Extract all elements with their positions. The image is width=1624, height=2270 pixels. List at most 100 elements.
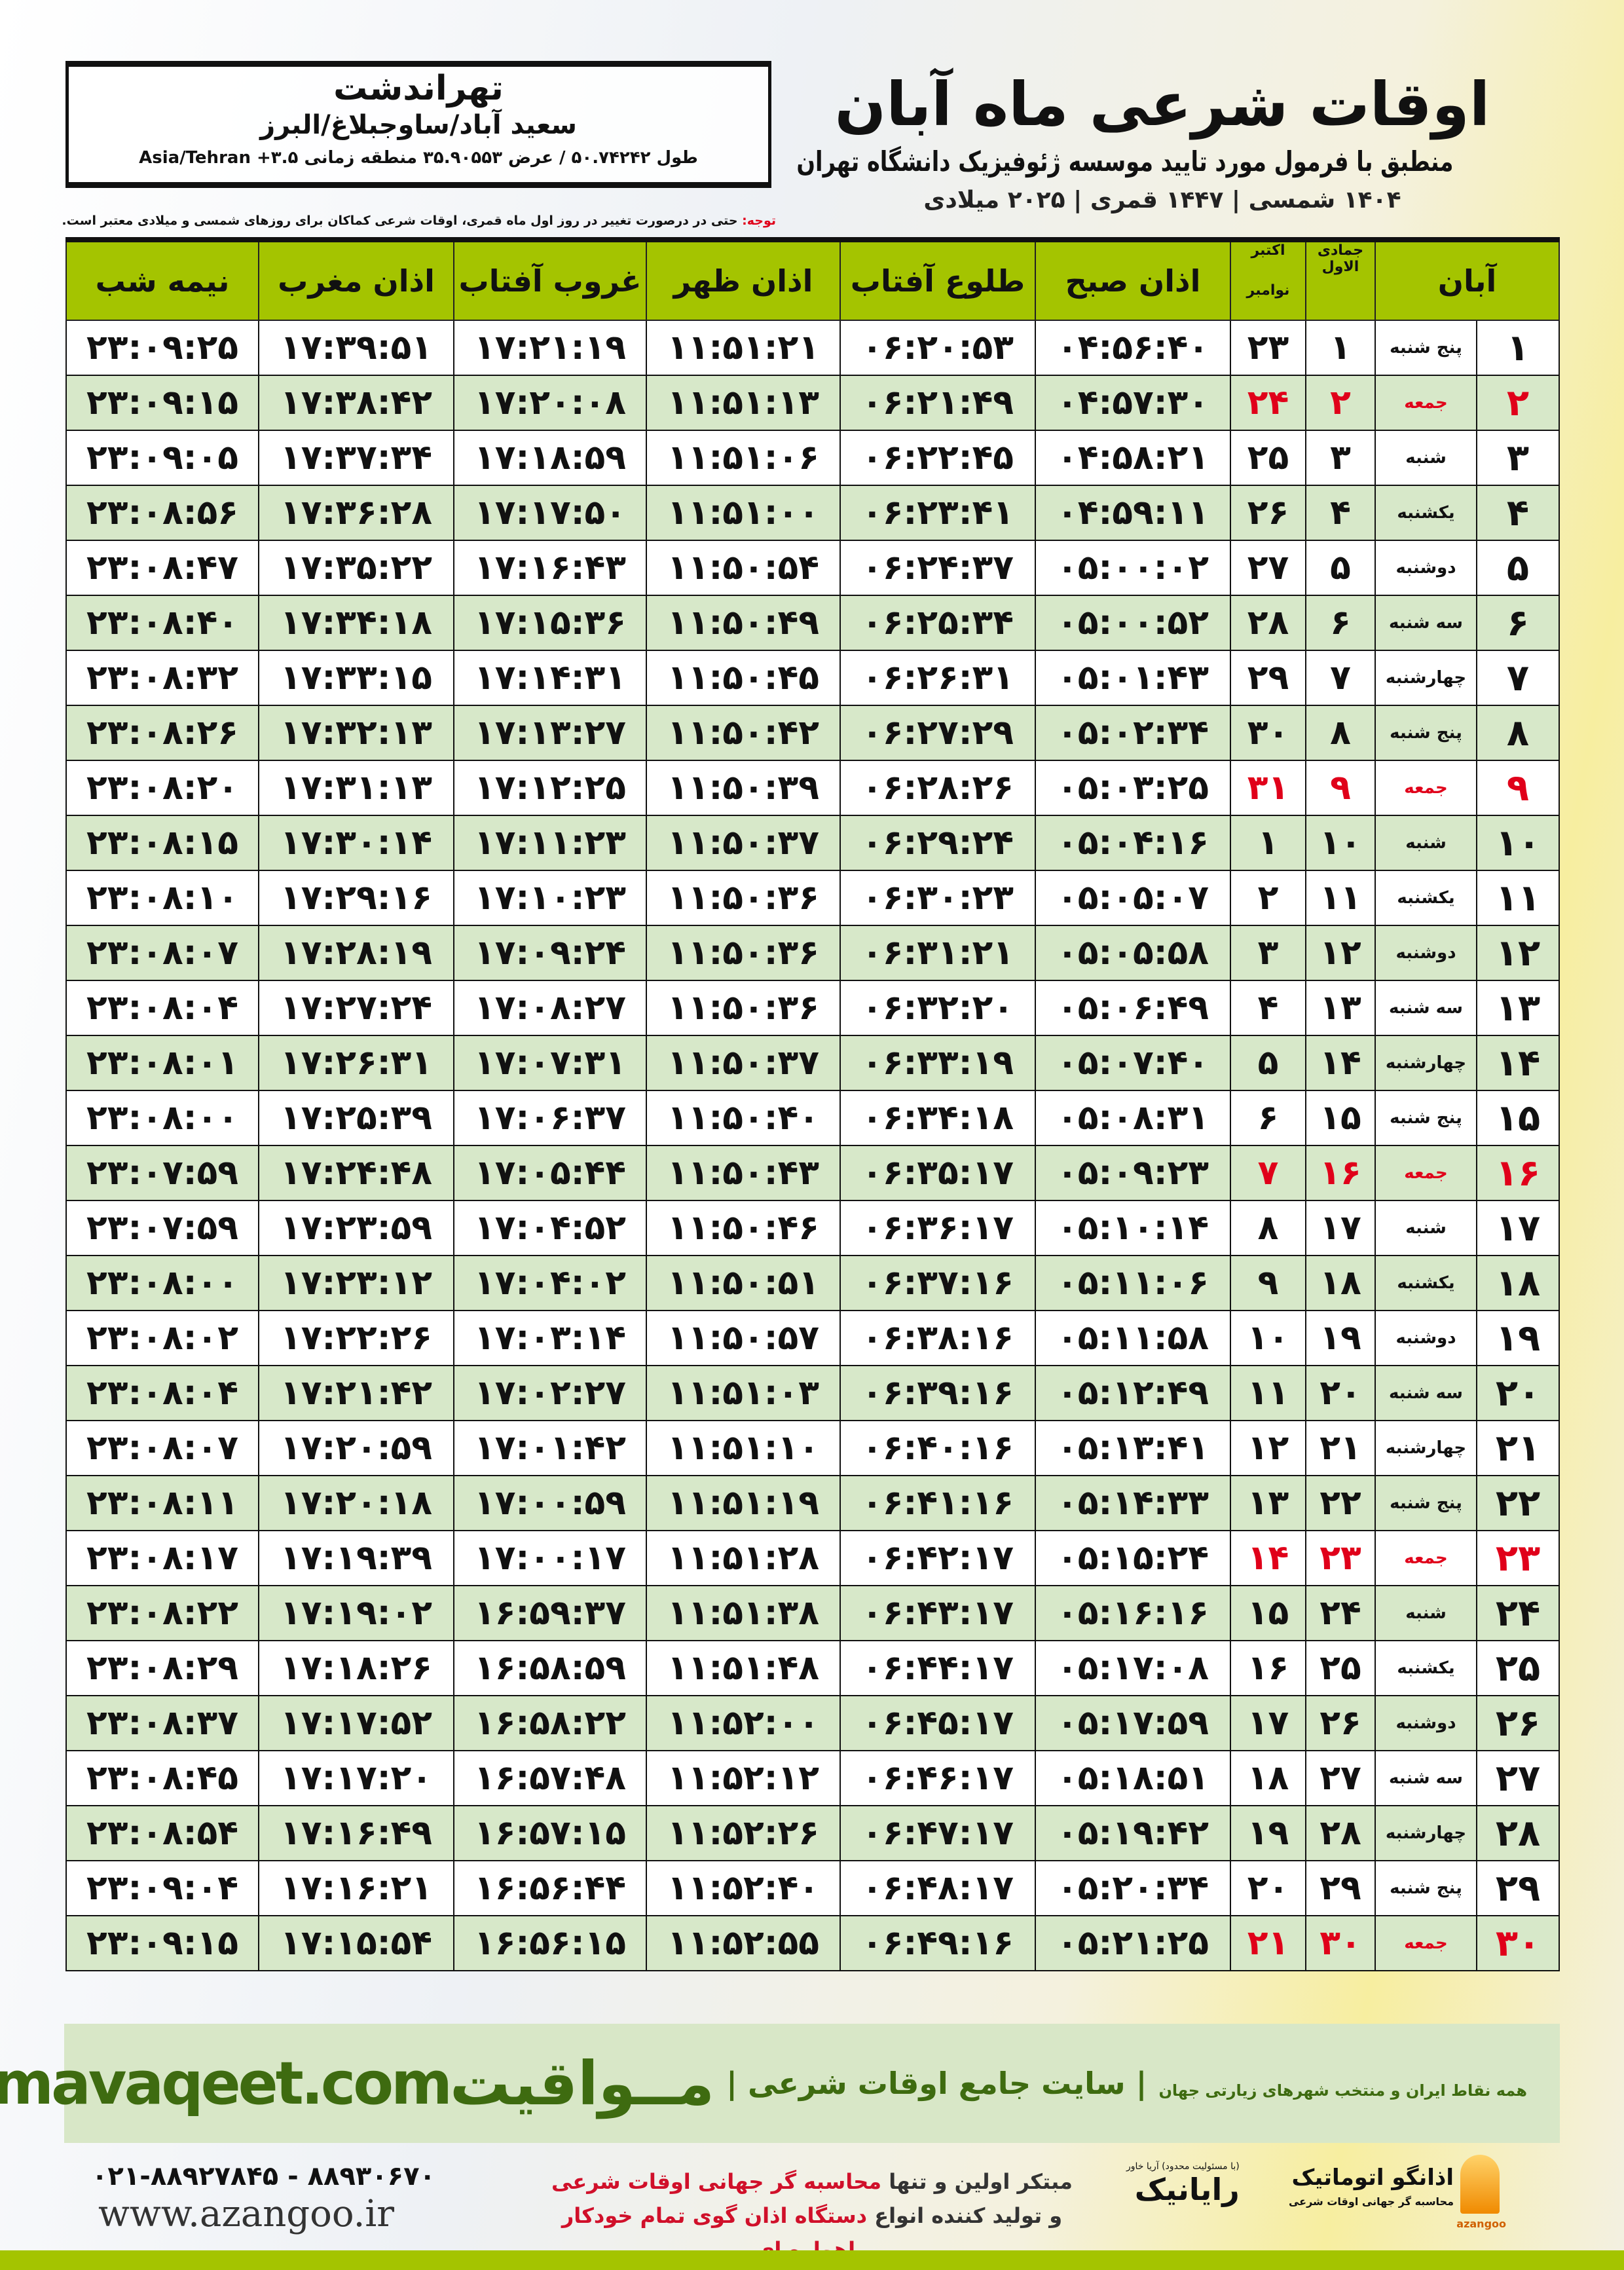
cell-weekday: سه شنبه [1374,595,1478,651]
table-row: ۲۶ دوشنبه ۲۶ ۱۷ ۰۵:۱۷:۵۹ ۰۶:۴۵:۱۷ ۱۱:۵۲:۰۰ ۱۶:۵… [65,1695,1560,1751]
cell-sobh: ۰۵:۱۳:۴۱ [1035,1420,1231,1476]
mavaqeet-subslogan: همه نقاط ایران و منتخب شهرهای زیارتی جها… [1158,2081,1527,2100]
cell-tolu: ۰۶:۳۹:۱۶ [840,1365,1036,1421]
cell-weekday: جمعه [1374,1530,1478,1586]
cell-qamari: ۲۹ [1305,1860,1376,1916]
cell-qamari: ۲ [1305,375,1376,431]
cell-sobh: ۰۵:۱۴:۳۳ [1035,1475,1231,1531]
cell-weekday: دوشنبه [1374,925,1478,981]
cell-zohr: ۱۱:۵۱:۰۰ [646,485,841,541]
cell-greg: ۱۲ [1230,1420,1306,1476]
cell-greg: ۹ [1230,1255,1306,1311]
cell-ghorub: ۱۶:۵۹:۳۷ [453,1585,647,1641]
cell-nimeshab: ۲۳:۰۸:۰۱ [65,1035,259,1091]
cell-sobh: ۰۵:۲۰:۳۴ [1035,1860,1231,1916]
cell-qamari: ۸ [1305,705,1376,761]
cell-aban: ۱۸ [1476,1255,1560,1311]
cell-sobh: ۰۵:۰۲:۳۴ [1035,705,1231,761]
table-row: ۳۰ جمعه ۳۰ ۲۱ ۰۵:۲۱:۲۵ ۰۶:۴۹:۱۶ ۱۱:۵۲:۵۵ ۱۶:۵۶:… [65,1915,1560,1971]
cell-sobh: ۰۵:۰۰:۰۲ [1035,540,1231,596]
table-row: ۱۱ یکشنبه ۱۱ ۲ ۰۵:۰۵:۰۷ ۰۶:۳۰:۲۳ ۱۱:۵۰:۳۶ ۱۷:۱۰… [65,870,1560,926]
cell-sobh: ۰۵:۰۰:۵۲ [1035,595,1231,651]
cell-greg: ۱۰ [1230,1310,1306,1366]
table-row: ۲۸ چهارشنبه ۲۸ ۱۹ ۰۵:۱۹:۴۲ ۰۶:۴۷:۱۷ ۱۱:۵۲:۲۶ ۱۶… [65,1805,1560,1861]
cell-aban: ۲۰ [1476,1365,1560,1421]
table-row: ۲۰ سه شنبه ۲۰ ۱۱ ۰۵:۱۲:۴۹ ۰۶:۳۹:۱۶ ۱۱:۵۱:۰۳ ۱۷:… [65,1365,1560,1421]
cell-maghrib: ۱۷:۲۳:۵۹ [258,1200,454,1256]
cell-nimeshab: ۲۳:۰۸:۱۱ [65,1475,259,1531]
azangoo-url[interactable]: www.azangoo.ir [98,2193,395,2235]
table-row: ۱۸ یکشنبه ۱۸ ۹ ۰۵:۱۱:۰۶ ۰۶:۳۷:۱۶ ۱۱:۵۰:۵۱ ۱۷:۰۴… [65,1255,1560,1311]
cell-greg: ۳ [1230,925,1306,981]
cell-greg: ۱۹ [1230,1805,1306,1861]
cell-qamari: ۱ [1305,320,1376,376]
cell-ghorub: ۱۶:۵۷:۱۵ [453,1805,647,1861]
cell-greg: ۸ [1230,1200,1306,1256]
cell-qamari: ۱۶ [1305,1145,1376,1201]
cell-aban: ۱۴ [1476,1035,1560,1091]
cell-ghorub: ۱۷:۰۱:۴۲ [453,1420,647,1476]
table-row: ۱۴ چهارشنبه ۱۴ ۵ ۰۵:۰۷:۴۰ ۰۶:۳۳:۱۹ ۱۱:۵۰:۳۷ ۱۷:… [65,1035,1560,1091]
table-row: ۸ پنج شنبه ۸ ۳۰ ۰۵:۰۲:۳۴ ۰۶:۲۷:۲۹ ۱۱:۵۰:۴۲ ۱۷:۱… [65,705,1560,761]
cell-zohr: ۱۱:۵۰:۴۲ [646,705,841,761]
location-box: تهراندشت سعید آباد/ساوجبلاغ/البرز طول ۵۰… [65,61,771,188]
cell-weekday: سه شنبه [1374,980,1478,1036]
cell-aban: ۸ [1476,705,1560,761]
cell-weekday: شنبه [1374,1200,1478,1256]
table-row: ۱۳ سه شنبه ۱۳ ۴ ۰۵:۰۶:۴۹ ۰۶:۳۲:۲۰ ۱۱:۵۰:۳۶ ۱۷:۰… [65,980,1560,1036]
cell-aban: ۲۳ [1476,1530,1560,1586]
mavaqeet-url[interactable]: mavaqeet.com [0,2049,452,2118]
cell-tolu: ۰۶:۳۳:۱۹ [840,1035,1036,1091]
azangoo-sub: محاسبه گر جهانی اوقات شرعی [1288,2195,1454,2208]
cell-maghrib: ۱۷:۱۷:۵۲ [258,1695,454,1751]
location-coordinates: طول ۵۰.۷۴۲۴۲ / عرض ۳۵.۹۰۵۵۳ منطقه زمانی … [139,148,698,168]
cell-aban: ۲۲ [1476,1475,1560,1531]
cell-maghrib: ۱۷:۲۴:۴۸ [258,1145,454,1201]
cell-zohr: ۱۱:۵۰:۴۹ [646,595,841,651]
cell-qamari: ۱۳ [1305,980,1376,1036]
cell-weekday: جمعه [1374,760,1478,816]
cell-sobh: ۰۴:۵۹:۱۱ [1035,485,1231,541]
cell-weekday: شنبه [1374,1585,1478,1641]
cell-nimeshab: ۲۳:۰۸:۰۰ [65,1090,259,1146]
cell-qamari: ۱۴ [1305,1035,1376,1091]
promo-line1-a: مبتکر اولین و تنها [881,2169,1073,2194]
cell-aban: ۶ [1476,595,1560,651]
cell-greg: ۲۶ [1230,485,1306,541]
col-ghorub: غروب آفتاب [453,239,647,321]
cell-aban: ۱۷ [1476,1200,1560,1256]
cell-sobh: ۰۵:۰۱:۴۳ [1035,650,1231,706]
cell-weekday: پنج شنبه [1374,320,1478,376]
cell-sobh: ۰۵:۲۱:۲۵ [1035,1915,1231,1971]
table-row: ۲۹ پنج شنبه ۲۹ ۲۰ ۰۵:۲۰:۳۴ ۰۶:۴۸:۱۷ ۱۱:۵۲:۴۰ ۱۶… [65,1860,1560,1916]
cell-sobh: ۰۵:۰۴:۱۶ [1035,815,1231,871]
cell-qamari: ۱۵ [1305,1090,1376,1146]
cell-weekday: چهارشنبه [1374,650,1478,706]
cell-nimeshab: ۲۳:۰۹:۱۵ [65,375,259,431]
cell-ghorub: ۱۷:۱۸:۵۹ [453,430,647,486]
cell-qamari: ۴ [1305,485,1376,541]
cell-nimeshab: ۲۳:۰۸:۱۰ [65,870,259,926]
cell-maghrib: ۱۷:۳۷:۳۴ [258,430,454,486]
cell-weekday: شنبه [1374,430,1478,486]
cell-qamari: ۲۵ [1305,1640,1376,1696]
cell-weekday: جمعه [1374,375,1478,431]
cell-nimeshab: ۲۳:۰۸:۳۲ [65,650,259,706]
col-nimeshab: نیمه شب [65,239,259,321]
phone-numbers: ۰۲۱-۸۸۹۲۷۸۴۵ - ۸۸۹۳۰۶۷۰ [92,2161,435,2191]
cell-qamari: ۲۱ [1305,1420,1376,1476]
cell-zohr: ۱۱:۵۰:۴۳ [646,1145,841,1201]
cell-ghorub: ۱۷:۰۲:۲۷ [453,1365,647,1421]
cell-tolu: ۰۶:۲۲:۴۵ [840,430,1036,486]
cell-qamari: ۷ [1305,650,1376,706]
cell-ghorub: ۱۷:۰۴:۵۲ [453,1200,647,1256]
table-row: ۲۴ شنبه ۲۴ ۱۵ ۰۵:۱۶:۱۶ ۰۶:۴۳:۱۷ ۱۱:۵۱:۳۸ ۱۶:۵۹:… [65,1585,1560,1641]
cell-aban: ۹ [1476,760,1560,816]
page-title: اوقات شرعی ماه آبان [834,69,1490,140]
cell-tolu: ۰۶:۲۳:۴۱ [840,485,1036,541]
table-header: آبان جمادی الاول اکتبر نوامبر اذان صبح طل… [65,239,1560,321]
cell-maghrib: ۱۷:۲۲:۲۶ [258,1310,454,1366]
cell-greg: ۲۸ [1230,595,1306,651]
cell-ghorub: ۱۷:۲۰:۰۸ [453,375,647,431]
table-row: ۹ جمعه ۹ ۳۱ ۰۵:۰۳:۲۵ ۰۶:۲۸:۲۶ ۱۱:۵۰:۳۹ ۱۷:۱۲:۲۵… [65,760,1560,816]
